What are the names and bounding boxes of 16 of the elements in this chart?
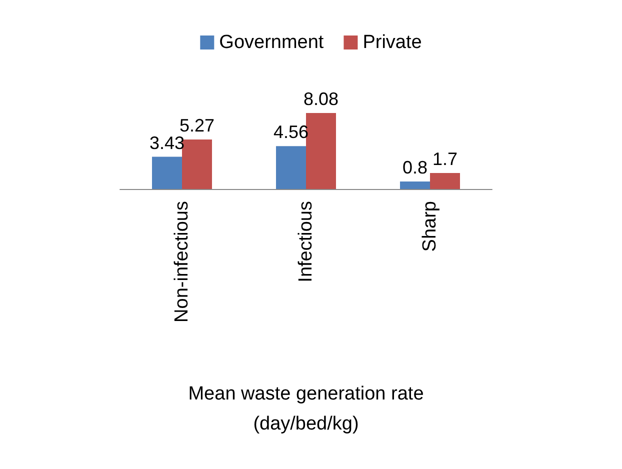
bar (276, 146, 306, 189)
data-label: 1.7 (432, 149, 458, 170)
x-tick-label: Non-infectious (172, 201, 192, 322)
bar (430, 173, 460, 189)
bar (400, 181, 430, 189)
bar (152, 156, 182, 189)
bar (182, 139, 212, 189)
x-axis-title: Mean waste generation rate (day/bed/kg) (188, 384, 424, 434)
legend-label: Private (362, 32, 422, 53)
x-tick-label: Infectious (296, 201, 316, 282)
data-label: 0.8 (402, 157, 428, 178)
bar (306, 113, 336, 189)
data-label: 5.27 (179, 115, 215, 136)
legend-label: Government (219, 32, 324, 53)
data-label: 8.08 (303, 89, 339, 110)
x-tick-label: Sharp (420, 201, 440, 252)
